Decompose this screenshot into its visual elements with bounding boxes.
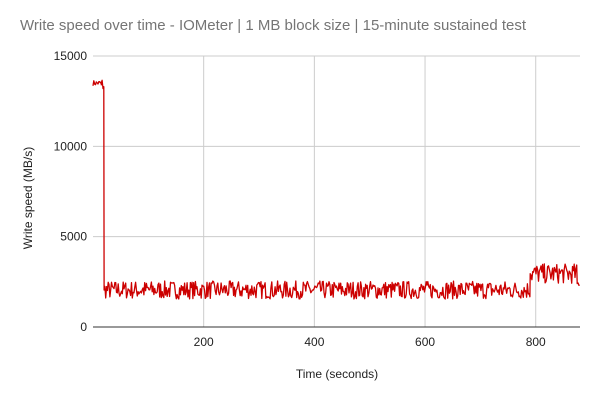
y-tick-label: 0 <box>80 320 87 334</box>
y-tick-label: 5000 <box>60 230 87 244</box>
y-axis-label: Write speed (MB/s) <box>21 147 35 249</box>
gridlines <box>93 55 580 327</box>
x-tick-label: 400 <box>304 335 324 349</box>
y-tick-label: 10000 <box>54 139 88 153</box>
x-tick-label: 600 <box>415 335 435 349</box>
write-speed-series-line <box>92 79 580 300</box>
chart-title: Write speed over time - IOMeter | 1 MB b… <box>20 17 527 34</box>
x-tick-label: 200 <box>194 335 214 349</box>
x-tick-label: 800 <box>526 335 546 349</box>
x-axis-label: Time (seconds) <box>296 367 378 381</box>
series-layer <box>92 79 580 300</box>
y-tick-label: 15000 <box>54 49 88 63</box>
tick-labels: 0 5000 10000 15000 200 400 600 800 <box>54 49 546 349</box>
